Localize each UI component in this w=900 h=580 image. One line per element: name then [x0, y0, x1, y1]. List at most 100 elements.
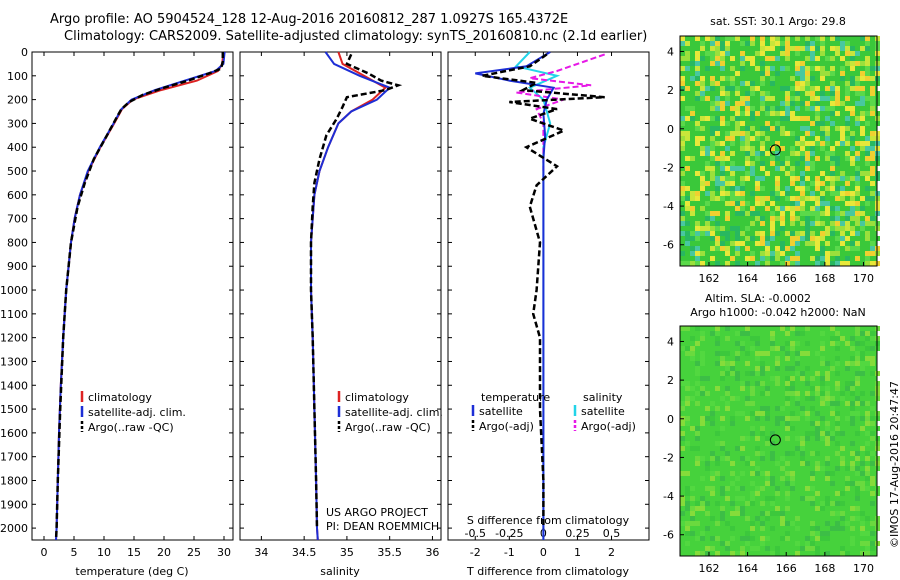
depth-tick-label: 1300	[0, 355, 28, 368]
header-line2: Climatology: CARS2009. Satellite-adjuste…	[64, 29, 648, 44]
plot-frame-1	[239, 51, 442, 541]
depth-tick-label: 300	[7, 117, 28, 130]
temperature-axis-label: temperature (deg C)	[75, 565, 188, 578]
map-lat-label: 2	[667, 84, 674, 97]
series-line-1-2	[309, 53, 403, 529]
x-tick-label: 5	[71, 546, 78, 559]
temp-legend-label-1: satellite-adj. clim.	[88, 406, 186, 419]
map-lat-label: -2	[663, 451, 674, 464]
credit-line2: PI: DEAN ROEMMICH	[326, 520, 439, 533]
map-lon-label: 168	[814, 272, 835, 285]
map-lon-label: 166	[776, 562, 797, 575]
sal-legend-label-2: Argo(..raw -QC)	[345, 421, 431, 434]
diff-sal-legend-label-0: satellite	[581, 405, 625, 418]
legend-salinity-title: salinity	[583, 391, 623, 404]
x-tick-label: -2	[470, 546, 481, 559]
x-tick-label: 2	[608, 546, 615, 559]
x-tick-label: 34.5	[292, 546, 317, 559]
map-lat-label: 2	[667, 374, 674, 387]
map-lon-label: 164	[737, 562, 758, 575]
depth-tick-label: 700	[7, 213, 28, 226]
map-lon-label: 164	[737, 272, 758, 285]
map-lat-label: 4	[667, 335, 674, 348]
map-lat-label: -2	[663, 161, 674, 174]
depth-tick-label: 1200	[0, 332, 28, 345]
x-tick-label: 1	[574, 546, 581, 559]
map-lon-label: 162	[698, 272, 719, 285]
map-lon-label: 168	[814, 562, 835, 575]
salinity-axis-label: salinity	[320, 565, 360, 578]
map-lat-label: -6	[663, 239, 674, 252]
series-line-0-2	[54, 52, 225, 541]
s-diff-tick-label: -0.25	[495, 527, 523, 540]
temp-argo-line	[481, 53, 605, 529]
s-diff-tick-label: 0.5	[603, 527, 621, 540]
map-lat-label: -6	[663, 529, 674, 542]
x-tick-label: 25	[187, 546, 201, 559]
diff-temp-legend-label-0: satellite	[479, 405, 523, 418]
series-line-0-1	[55, 51, 226, 541]
x-tick-label: 10	[97, 546, 111, 559]
diff-temp-legend-label-1: Argo(-adj)	[479, 420, 534, 433]
temp-legend-label-2: Argo(..raw -QC)	[88, 421, 174, 434]
diff-sal-legend-label-1: Argo(-adj)	[581, 420, 636, 433]
map-lat-label: -4	[663, 200, 674, 213]
argo-location-marker	[769, 434, 781, 446]
depth-tick-label: 1600	[0, 427, 28, 440]
header-line1: Argo profile: AO 5904524_128 12-Aug-2016…	[50, 12, 569, 27]
s-diff-tick-label: 0.25	[565, 527, 590, 540]
difference-axis-label: T difference from climatology	[466, 565, 629, 578]
map-lon-label: 166	[776, 272, 797, 285]
depth-tick-label: 400	[7, 141, 28, 154]
depth-tick-label: 1700	[0, 451, 28, 464]
map-lon-label: 170	[853, 272, 874, 285]
map-lat-label: 4	[667, 45, 674, 58]
depth-tick-label: 200	[7, 94, 28, 107]
depth-tick-label: 1500	[0, 403, 28, 416]
x-tick-label: 30	[217, 546, 231, 559]
sla-map-title2: Argo h1000: -0.042 h2000: NaN	[690, 306, 866, 319]
x-tick-label: 35.5	[377, 546, 402, 559]
series-line-1-1	[310, 51, 392, 541]
depth-tick-label: 1100	[0, 308, 28, 321]
legend-temperature-title: temperature	[481, 391, 550, 404]
x-tick-label: 20	[157, 546, 171, 559]
map-lon-label: 162	[698, 562, 719, 575]
credit-line1: US ARGO PROJECT	[326, 506, 428, 519]
sal-legend-label-0: climatology	[345, 391, 409, 404]
s-diff-tick-label: -0.5	[465, 527, 486, 540]
x-tick-label: -1	[504, 546, 515, 559]
x-tick-label: 34	[254, 546, 268, 559]
x-tick-label: 0	[41, 546, 48, 559]
x-tick-label: 15	[127, 546, 141, 559]
x-tick-label: 35	[340, 546, 354, 559]
temp-legend-label-0: climatology	[88, 391, 152, 404]
sst-map-title: sat. SST: 30.1 Argo: 29.8	[710, 15, 846, 28]
sal-argo-line	[515, 53, 606, 171]
map-lat-label: 0	[667, 123, 674, 136]
depth-tick-label: 1400	[0, 379, 28, 392]
argo-location-marker	[769, 144, 781, 156]
map-lat-label: 0	[667, 413, 674, 426]
depth-tick-label: 900	[7, 260, 28, 273]
series-line-1-0	[310, 51, 388, 541]
series-line-0-0	[55, 51, 225, 541]
map-lat-label: -4	[663, 490, 674, 503]
depth-tick-label: 1000	[0, 284, 28, 297]
sla-map-title1: Altim. SLA: -0.0002	[705, 292, 811, 305]
s-diff-axis-label: S difference from climatology	[467, 514, 630, 527]
depth-tick-label: 800	[7, 236, 28, 249]
plot-frame-0	[31, 51, 234, 541]
depth-tick-label: 1900	[0, 498, 28, 511]
depth-tick-label: 600	[7, 189, 28, 202]
sla-map-frame	[679, 325, 878, 557]
depth-tick-label: 100	[7, 70, 28, 83]
sst-map-frame	[679, 35, 878, 267]
depth-tick-label: 500	[7, 165, 28, 178]
depth-tick-label: 2000	[0, 522, 28, 535]
depth-tick-label: 1800	[0, 474, 28, 487]
x-tick-label: 0	[540, 546, 547, 559]
imos-credit: ©IMOS 17-Aug-2016 20:47:47	[888, 381, 900, 548]
depth-tick-label: 0	[21, 46, 28, 59]
